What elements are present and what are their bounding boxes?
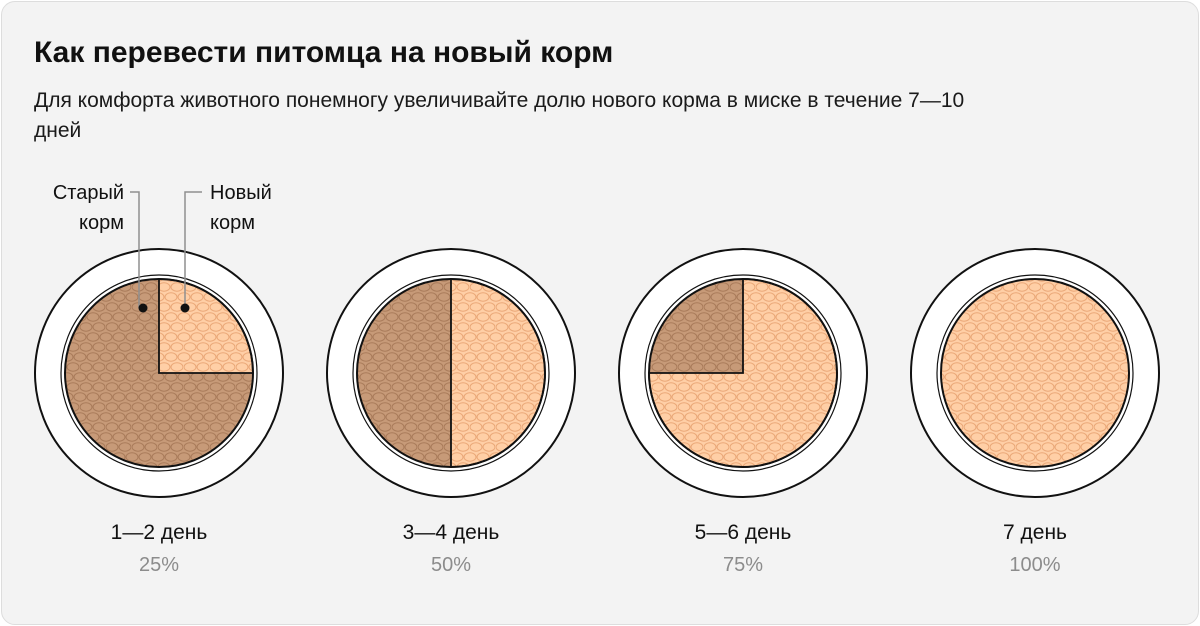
stage-day-label: 5—6 день bbox=[694, 521, 792, 544]
leader-old-food bbox=[130, 191, 140, 308]
leader-new-food bbox=[184, 191, 202, 308]
stage-day-label: 1—2 день bbox=[110, 521, 208, 544]
leader-new-food-dot bbox=[180, 303, 190, 313]
legend-old-food-label: Старый корм bbox=[52, 182, 124, 234]
stage-5-6-days: 5—6 день 75% bbox=[633, 518, 853, 580]
bowl-stage-3 bbox=[618, 248, 868, 498]
bowl-stage-2 bbox=[326, 248, 576, 498]
page-subtitle: Для комфорта животного понемногу увеличи… bbox=[34, 89, 965, 142]
bowl-inner-edge bbox=[936, 274, 1134, 472]
stage-1-2-days: 1—2 день 25% bbox=[49, 518, 269, 580]
food-outline bbox=[356, 278, 546, 468]
stage-percent-label: 50% bbox=[430, 554, 472, 576]
stage-percent-label: 100% bbox=[1009, 554, 1061, 576]
food-outline bbox=[64, 278, 254, 468]
stage-day-label: 7 день bbox=[1003, 521, 1067, 544]
leader-old-food-dot bbox=[138, 303, 148, 313]
stage-3-4-days: 3—4 день 50% bbox=[341, 518, 561, 580]
bowl-stage-1 bbox=[34, 248, 284, 498]
bowl-inner-edge bbox=[352, 274, 550, 472]
bowl-inner-edge bbox=[644, 274, 842, 472]
page-title: Как перевести питомца на новый корм bbox=[34, 36, 614, 69]
stage-percent-label: 75% bbox=[722, 554, 764, 576]
legend-leaders bbox=[130, 191, 202, 313]
bowl-inner-edge bbox=[60, 274, 258, 472]
new-food-portion bbox=[941, 279, 1129, 467]
food-outline bbox=[648, 278, 838, 468]
food-outline bbox=[940, 278, 1130, 468]
legend-new-food-label: Новый корм bbox=[210, 182, 272, 234]
bowl-stage-4 bbox=[910, 248, 1160, 498]
stage-day-label: 3—4 день bbox=[402, 521, 500, 544]
stage-7-days: 7 день 100% bbox=[925, 518, 1145, 580]
stage-percent-label: 25% bbox=[138, 554, 180, 576]
